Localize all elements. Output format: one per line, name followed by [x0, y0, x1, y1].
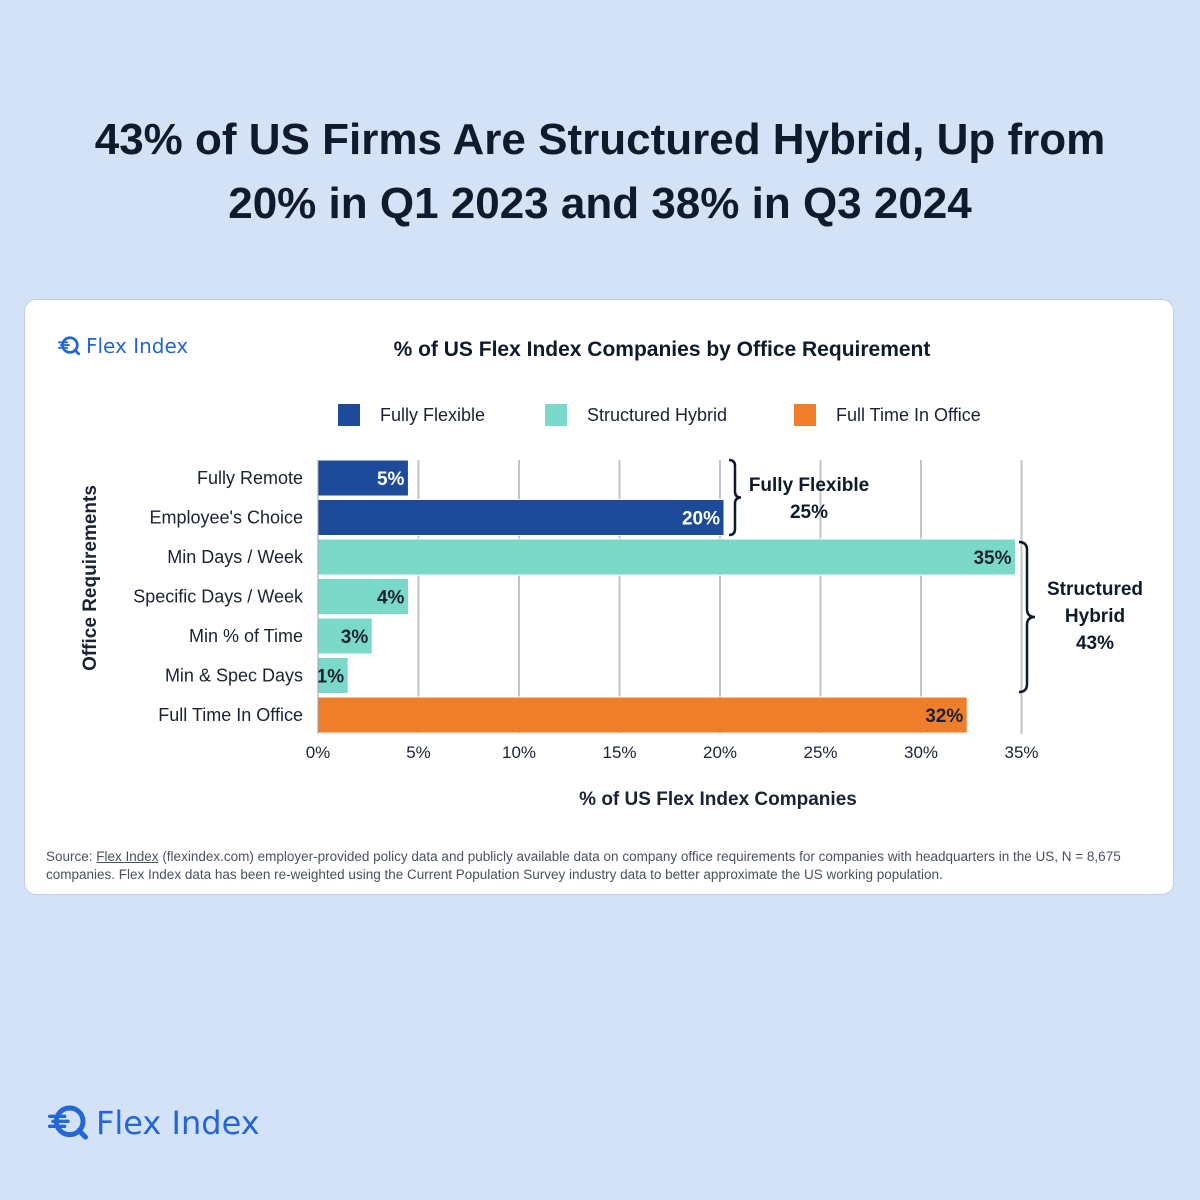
annotation-fully-flexible: 25%	[790, 502, 828, 523]
x-tick-label: 15%	[602, 743, 636, 762]
category-label: Min & Spec Days	[165, 666, 303, 686]
bar-value-label: 20%	[682, 509, 720, 530]
category-label: Min % of Time	[189, 626, 303, 646]
x-tick-label: 10%	[502, 743, 536, 762]
headline-line-2: 20% in Q1 2023 and 38% in Q3 2024	[228, 179, 972, 228]
bar	[317, 538, 1016, 576]
category-label: Min Days / Week	[167, 547, 304, 567]
x-tick-label: 30%	[904, 743, 938, 762]
bar	[317, 657, 349, 694]
source-link[interactable]: Flex Index	[96, 849, 159, 864]
legend-label-2: Full Time In Office	[836, 405, 981, 425]
annotation-structured-hybrid: Hybrid	[1065, 606, 1125, 627]
annotation-structured-hybrid: 43%	[1076, 633, 1114, 654]
annotation-fully-flexible: Fully Flexible	[749, 475, 869, 496]
source-text: (flexindex.com) employer-provided policy…	[46, 849, 1121, 882]
bar-value-label: 5%	[377, 469, 405, 490]
x-tick-label: 0%	[306, 743, 331, 762]
category-label: Specific Days / Week	[133, 587, 304, 607]
card-logo[interactable]: Flex Index	[58, 334, 188, 358]
magnifier-speed-icon	[48, 1105, 88, 1140]
bar-value-label: 4%	[377, 588, 405, 609]
legend-label-1: Structured Hybrid	[587, 405, 727, 425]
category-label: Full Time In Office	[158, 705, 303, 725]
legend-swatch-2	[794, 404, 816, 426]
bar-value-label: 1%	[317, 667, 345, 688]
legend-label-0: Fully Flexible	[380, 405, 485, 425]
annotation-structured-hybrid: Structured	[1047, 579, 1143, 600]
y-axis-title: Office Requirements	[80, 485, 101, 671]
bar	[317, 617, 373, 655]
magnifier-speed-icon	[58, 336, 80, 356]
chart-card	[24, 299, 1174, 895]
x-tick-label: 25%	[803, 743, 837, 762]
bar	[317, 696, 968, 734]
bar	[317, 499, 725, 536]
bar-value-label: 35%	[973, 548, 1011, 569]
x-tick-label: 5%	[406, 743, 431, 762]
brand-name: Flex Index	[86, 334, 189, 358]
legend-swatch-0	[338, 404, 360, 426]
footer-logo[interactable]: Flex Index	[48, 1103, 260, 1143]
brand-name-footer: Flex Index	[96, 1104, 260, 1142]
category-label: Fully Remote	[197, 468, 303, 488]
headline: 43% of US Firms Are Structured Hybrid, U…	[0, 108, 1200, 236]
bar	[317, 578, 409, 615]
bar-value-label: 3%	[341, 627, 369, 648]
legend-swatch-1	[545, 404, 567, 426]
chart-title: % of US Flex Index Companies by Office R…	[394, 338, 931, 361]
x-tick-label: 35%	[1004, 743, 1038, 762]
x-axis-title: % of US Flex Index Companies	[579, 789, 857, 810]
bar-value-label: 32%	[925, 706, 963, 727]
bracket-fully-flexible	[728, 458, 742, 537]
x-tick-label: 20%	[703, 743, 737, 762]
bracket-structured-hybrid	[1018, 540, 1036, 694]
source-note: Source: Flex Index (flexindex.com) emplo…	[46, 848, 1146, 884]
category-label: Employee's Choice	[149, 508, 303, 528]
source-prefix: Source:	[46, 849, 97, 864]
headline-line-1: 43% of US Firms Are Structured Hybrid, U…	[94, 115, 1106, 164]
